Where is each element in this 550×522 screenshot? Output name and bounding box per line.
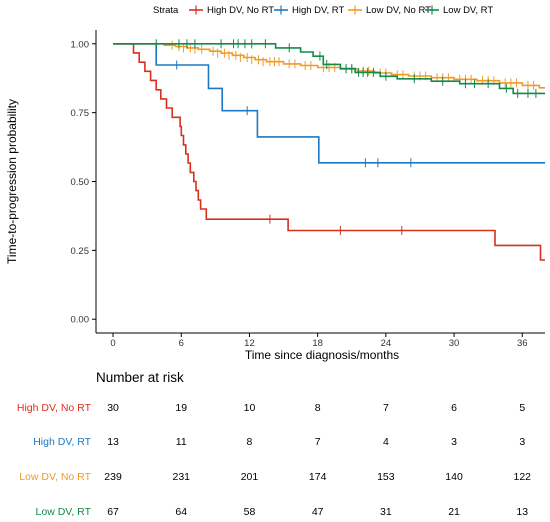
legend-label: Low DV, RT: [443, 5, 493, 16]
risk-row-label: Low DV, RT: [36, 506, 92, 518]
risk-value: 140: [445, 471, 463, 483]
risk-value: 231: [172, 471, 190, 483]
risk-value: 19: [175, 402, 187, 414]
y-tick-label: 1.00: [71, 39, 90, 50]
risk-row-label: High DV, RT: [33, 436, 91, 448]
plot-area: [113, 39, 545, 261]
risk-value: 30: [107, 402, 119, 414]
series-line: [113, 43, 545, 164]
legend-entry: Low DV, No RT: [348, 5, 431, 16]
risk-value: 31: [380, 506, 392, 518]
risk-value: 13: [516, 506, 528, 518]
risk-value: 6: [451, 402, 457, 414]
risk-value: 10: [244, 402, 256, 414]
risk-value: 4: [383, 436, 389, 448]
legend-entry: Low DV, RT: [425, 5, 493, 16]
series-3: [113, 40, 545, 90]
risk-value: 201: [241, 471, 259, 483]
series-4: [113, 39, 545, 98]
risk-row: High DV, RT 13 11 8 7 4 3 3: [33, 436, 525, 448]
y-tick-label: 0.00: [71, 315, 90, 326]
legend-label: High DV, RT: [292, 5, 344, 16]
y-tick-label: 0.50: [71, 177, 90, 188]
risk-value: 8: [315, 402, 321, 414]
legend-label: High DV, No RT: [207, 5, 274, 16]
y-tick-label: 0.25: [71, 246, 90, 257]
risk-table-title: Number at risk: [96, 370, 184, 385]
risk-value: 64: [175, 506, 187, 518]
risk-value: 8: [247, 436, 253, 448]
risk-value: 3: [519, 436, 525, 448]
risk-value: 13: [107, 436, 119, 448]
series-line: [113, 43, 545, 89]
risk-value: 47: [312, 506, 324, 518]
risk-row: High DV, No RT 30 19 10 8 7 6 5: [17, 402, 525, 414]
legend: Strata High DV, No RT High DV, RT Low DV, N…: [153, 5, 493, 16]
legend-entry: High DV, RT: [274, 5, 344, 16]
risk-row: Low DV, No RT 239 231 201 174 153 140 122: [19, 471, 531, 483]
series-1: [113, 43, 545, 261]
x-tick-label: 12: [244, 338, 255, 349]
risk-row: Low DV, RT 67 64 58 47 31 21 13: [36, 506, 529, 518]
x-tick-label: 24: [381, 338, 392, 349]
x-tick-label: 36: [517, 338, 528, 349]
risk-value: 174: [309, 471, 327, 483]
risk-value: 58: [244, 506, 256, 518]
x-tick-label: 6: [179, 338, 184, 349]
x-tick-label: 18: [312, 338, 323, 349]
risk-row-label: High DV, No RT: [17, 402, 92, 414]
x-tick-label: 30: [449, 338, 460, 349]
axes: 0 6 12 18 24 30 36 0.00 0.25 0.50 0.75 1.00: [71, 30, 545, 349]
risk-value: 7: [315, 436, 321, 448]
y-axis-label: Time-to-progression probability: [5, 99, 19, 264]
risk-value: 5: [519, 402, 525, 414]
y-tick-label: 0.75: [71, 108, 90, 119]
legend-entry: High DV, No RT: [189, 5, 274, 16]
risk-value: 3: [451, 436, 457, 448]
series-line: [113, 43, 545, 261]
series-2: [113, 43, 545, 168]
risk-value: 239: [104, 471, 122, 483]
risk-value: 153: [377, 471, 395, 483]
risk-row-label: Low DV, No RT: [19, 471, 91, 483]
risk-value: 67: [107, 506, 119, 518]
risk-value: 21: [448, 506, 460, 518]
x-tick-label: 0: [110, 338, 115, 349]
risk-value: 11: [176, 436, 187, 448]
risk-value: 122: [514, 471, 532, 483]
risk-value: 7: [383, 402, 389, 414]
legend-title: Strata: [153, 5, 179, 16]
legend-label: Low DV, No RT: [366, 5, 431, 16]
x-axis-label: Time since diagnosis/months: [245, 348, 399, 362]
